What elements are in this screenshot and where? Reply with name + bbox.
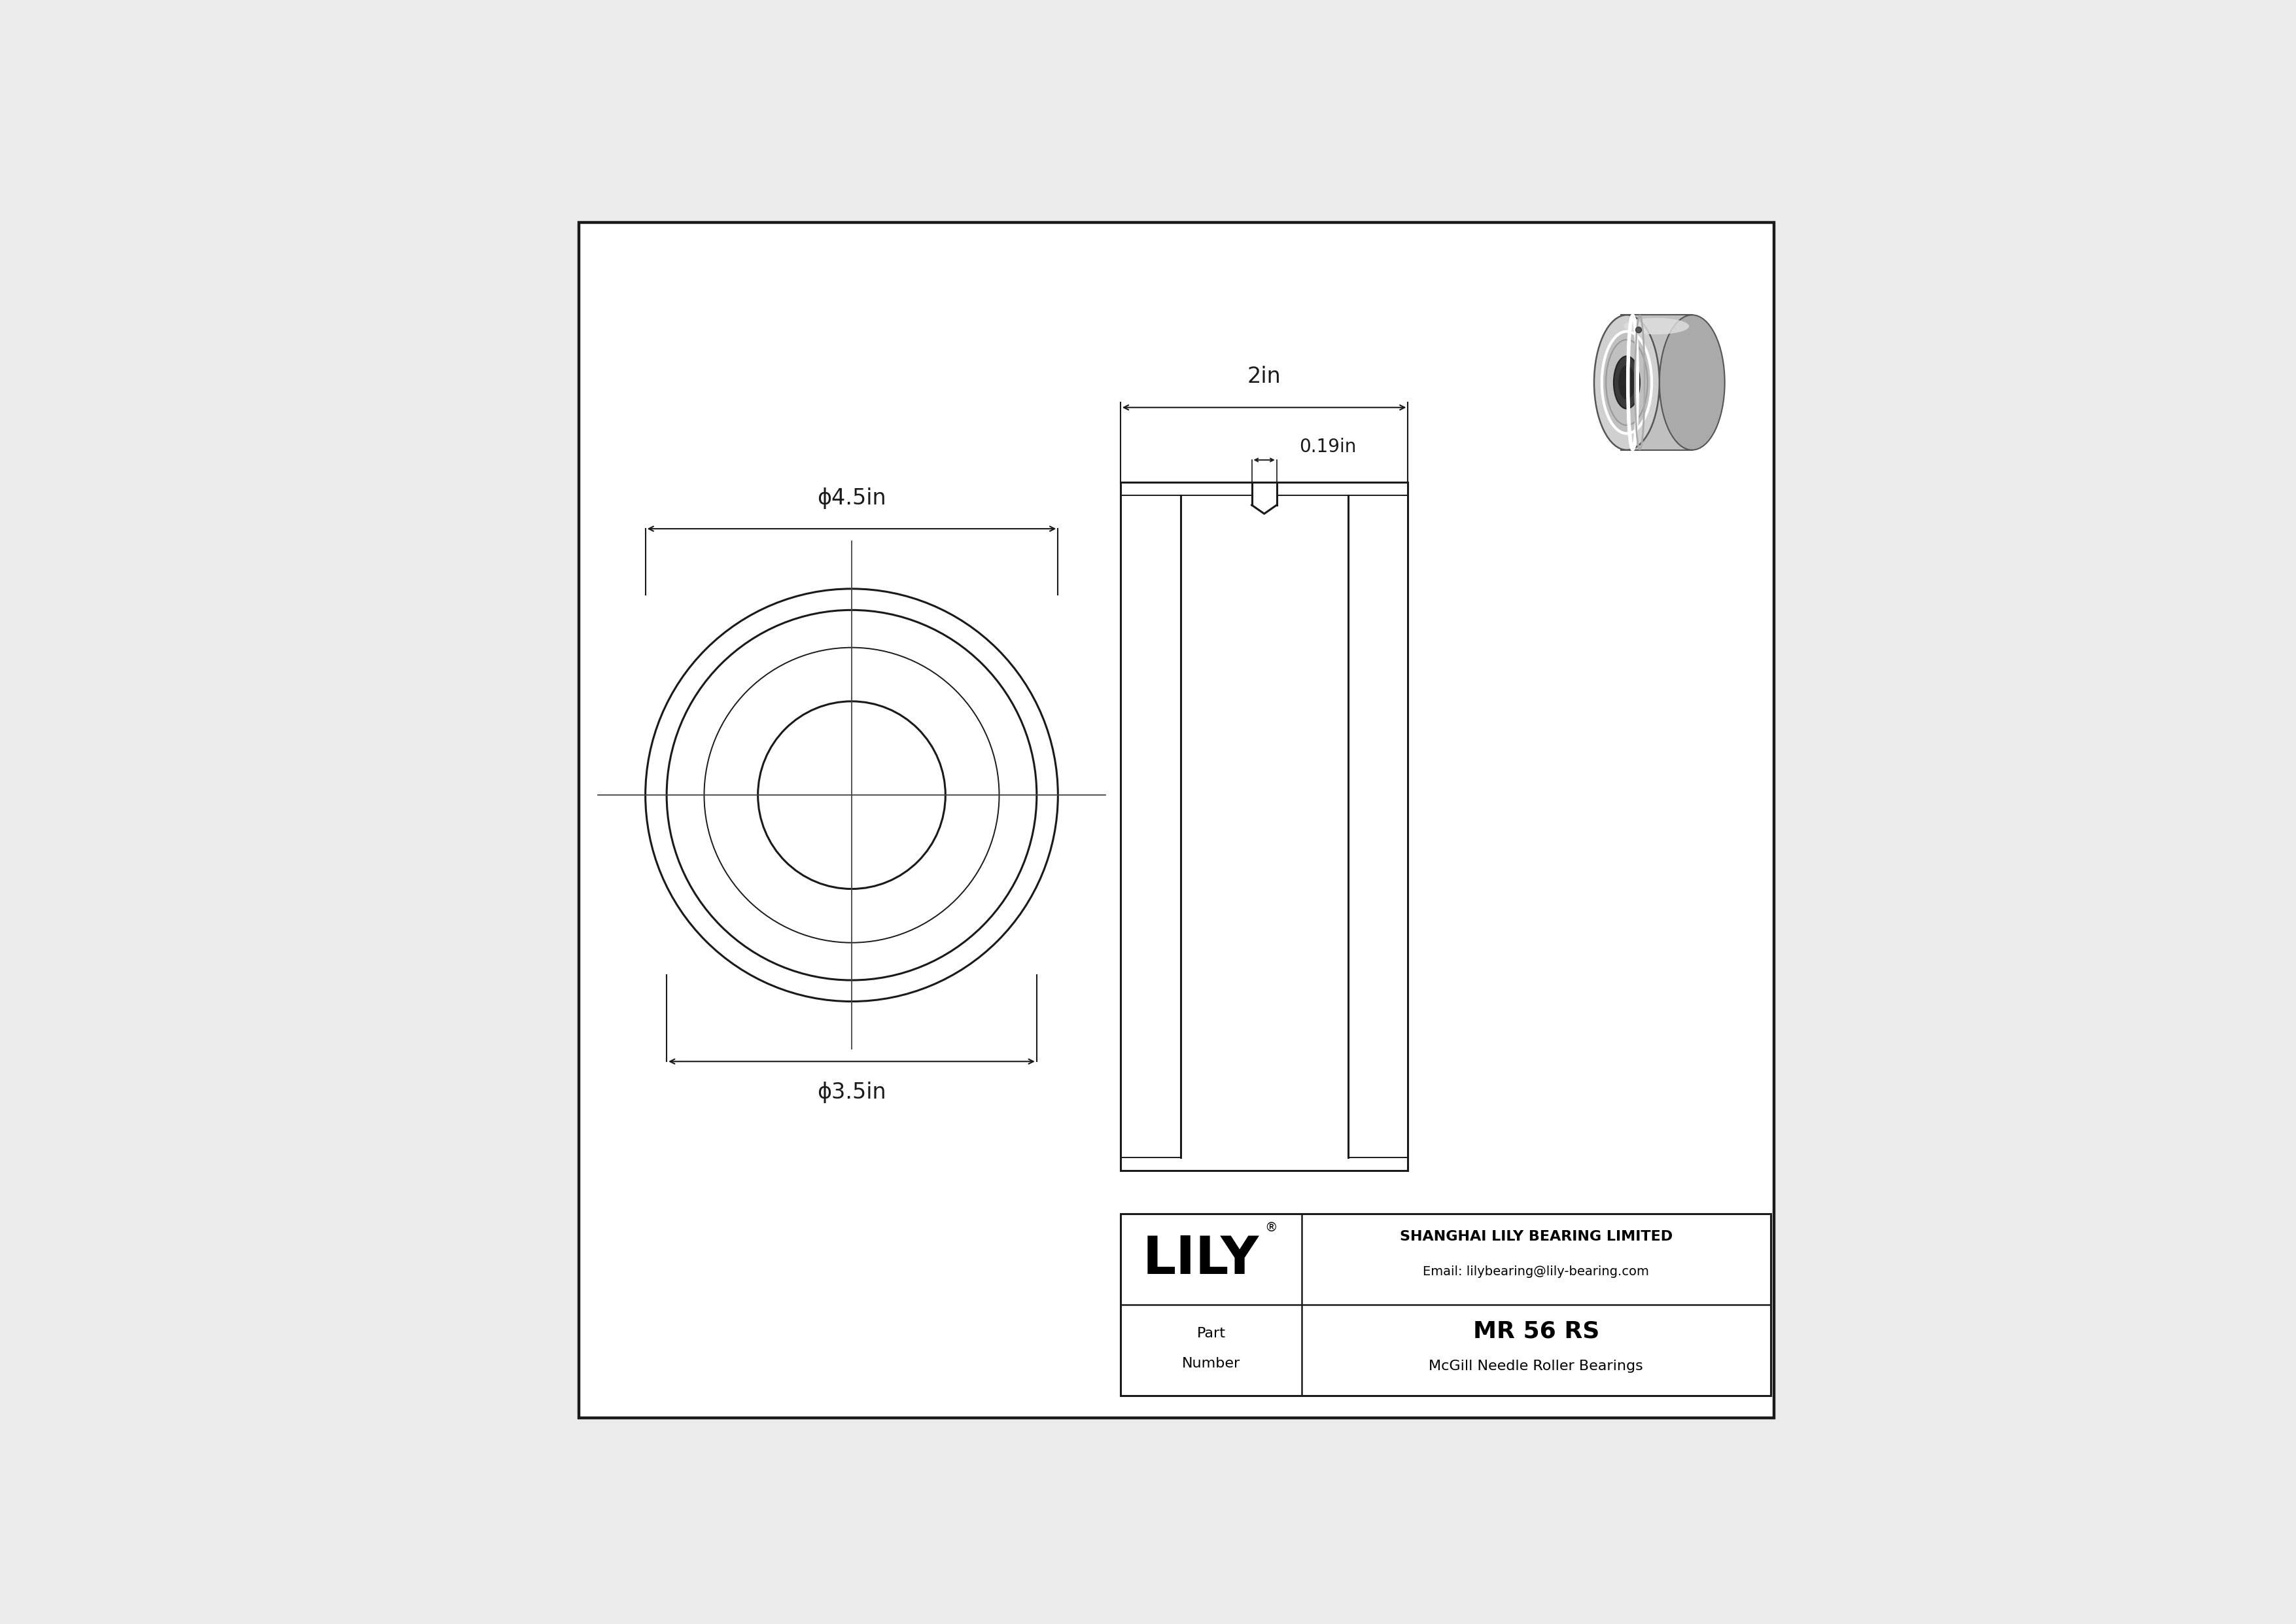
Text: 2in: 2in [1247, 365, 1281, 388]
Bar [1120, 482, 1407, 1171]
Ellipse shape [1623, 318, 1690, 335]
Text: ϕ3.5in: ϕ3.5in [817, 1082, 886, 1103]
Text: ®: ® [1265, 1221, 1277, 1234]
Ellipse shape [1614, 356, 1639, 409]
Circle shape [1635, 326, 1642, 333]
Text: McGill Needle Roller Bearings: McGill Needle Roller Bearings [1428, 1359, 1644, 1372]
Ellipse shape [1603, 331, 1651, 434]
Text: ϕ4.5in: ϕ4.5in [817, 487, 886, 508]
Text: 0.19in: 0.19in [1300, 438, 1357, 456]
Polygon shape [1621, 315, 1692, 450]
Text: Part: Part [1196, 1327, 1226, 1340]
Circle shape [645, 590, 1058, 1002]
Text: SHANGHAI LILY BEARING LIMITED: SHANGHAI LILY BEARING LIMITED [1401, 1231, 1671, 1244]
Ellipse shape [1605, 339, 1649, 425]
Bar [1120, 1215, 1770, 1395]
Text: MR 56 RS: MR 56 RS [1472, 1320, 1600, 1343]
Text: Number: Number [1182, 1358, 1240, 1371]
Text: LILY: LILY [1143, 1234, 1261, 1285]
Ellipse shape [1660, 315, 1724, 450]
Ellipse shape [1593, 315, 1660, 450]
Text: Email: lilybearing@lily-bearing.com: Email: lilybearing@lily-bearing.com [1424, 1265, 1649, 1278]
Ellipse shape [1619, 365, 1635, 400]
